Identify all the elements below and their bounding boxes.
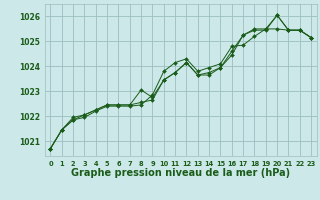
X-axis label: Graphe pression niveau de la mer (hPa): Graphe pression niveau de la mer (hPa) [71,168,290,178]
